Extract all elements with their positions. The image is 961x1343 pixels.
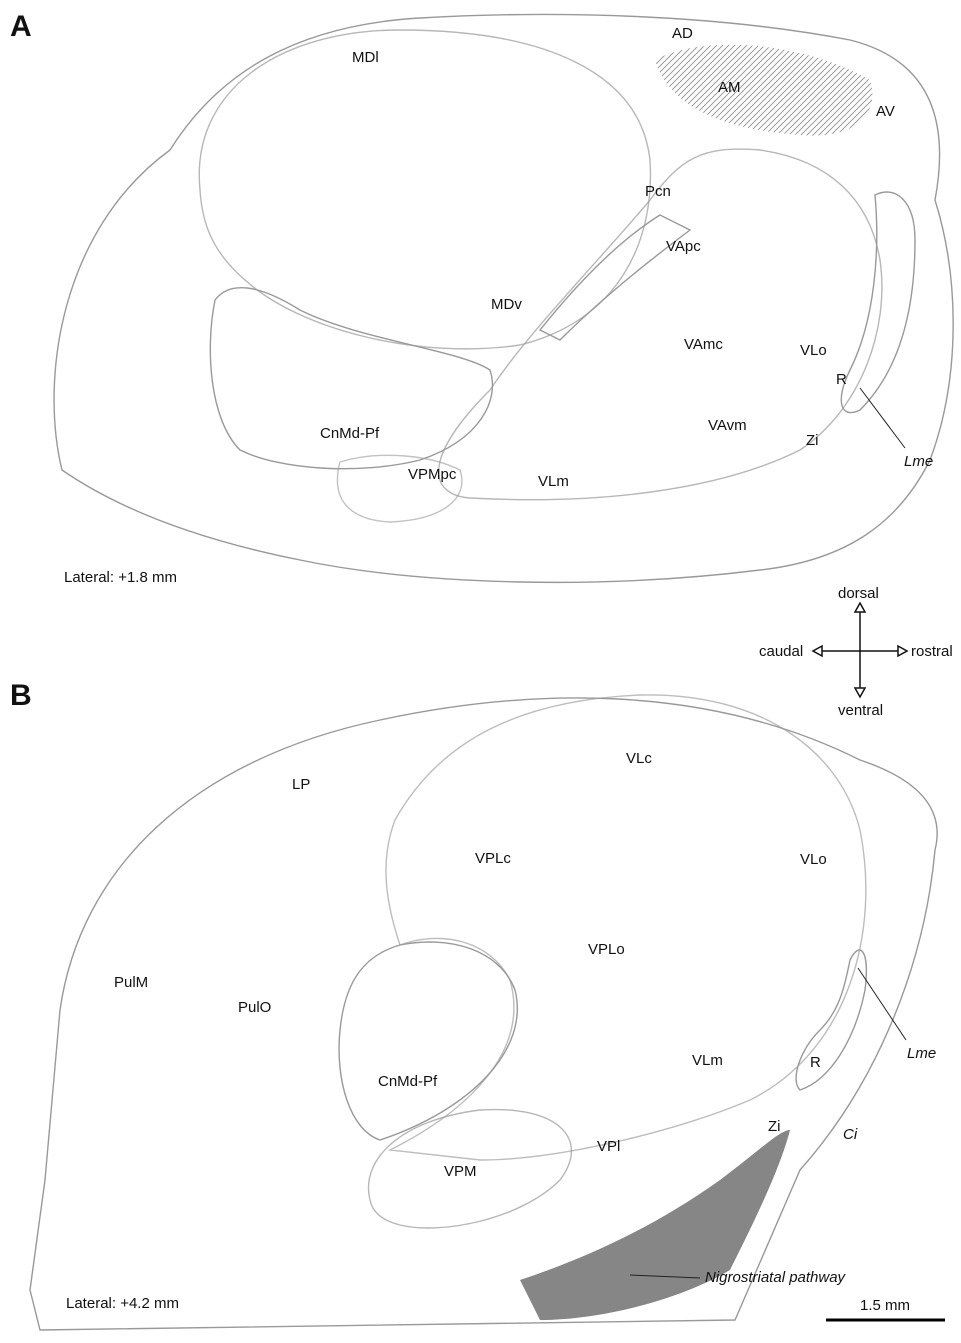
region-label: Lme [904, 453, 933, 470]
orientation-label: ventral [838, 702, 883, 719]
scale-bar-label: 1.5 mm [860, 1297, 910, 1314]
panel-b: B LP VLc VPLc VLo VPLo PulM PulO Lme VLm… [10, 679, 937, 1330]
region-label: MDl [352, 49, 379, 66]
region-label: AD [672, 25, 693, 42]
region-label: CnMd-Pf [320, 425, 380, 442]
orientation-label: dorsal [838, 585, 879, 602]
region-label: VPl [597, 1138, 620, 1155]
lateral-label: Lateral: +1.8 mm [64, 569, 177, 586]
region-label: VLc [626, 750, 652, 767]
tissue-outline [30, 698, 937, 1330]
panel-letter: A [10, 10, 32, 43]
region-label: VApc [666, 238, 701, 255]
r-outline [841, 192, 915, 413]
region-label: PulO [238, 999, 271, 1016]
pointer-line [860, 388, 905, 448]
region-label: VPM [444, 1163, 477, 1180]
region-label: LP [292, 776, 310, 793]
region-label: Nigrostriatal pathway [705, 1269, 847, 1286]
md-outline [199, 30, 650, 349]
region-label: R [810, 1054, 821, 1071]
region-label: Zi [768, 1118, 781, 1135]
region-label: VPMpc [408, 466, 457, 483]
region-label: Zi [806, 432, 819, 449]
figure: A MDl AD AM AV Pcn VApc MDv VAmc VLo R C… [0, 0, 961, 1343]
region-label: VLo [800, 851, 827, 868]
pathway [520, 1130, 790, 1320]
region-label: PulM [114, 974, 148, 991]
orientation-label: rostral [911, 643, 953, 660]
orientation-cross [813, 603, 907, 697]
region-label: VPLo [588, 941, 625, 958]
region-label: VAmc [684, 336, 723, 353]
pcn-outline [540, 215, 690, 340]
am-outline [655, 45, 872, 136]
region-label: R [836, 371, 847, 388]
region-label: AM [718, 79, 741, 96]
region-label: AV [876, 103, 895, 120]
region-label: VAvm [708, 417, 747, 434]
region-label: CnMd-Pf [378, 1073, 438, 1090]
region-label: MDv [491, 296, 522, 313]
r-outline [796, 950, 866, 1090]
region-label: VLm [692, 1052, 723, 1069]
region-label: VLo [800, 342, 827, 359]
lateral-label: Lateral: +4.2 mm [66, 1295, 179, 1312]
panel-letter: B [10, 679, 32, 712]
region-label: Ci [843, 1126, 858, 1143]
cnmd-outline [339, 942, 517, 1140]
region-label: VPLc [475, 850, 511, 867]
orientation-label: caudal [759, 643, 803, 660]
region-label: VLm [538, 473, 569, 490]
region-label: Pcn [645, 183, 671, 200]
panel-a: A MDl AD AM AV Pcn VApc MDv VAmc VLo R C… [10, 10, 953, 586]
region-label: Lme [907, 1045, 936, 1062]
